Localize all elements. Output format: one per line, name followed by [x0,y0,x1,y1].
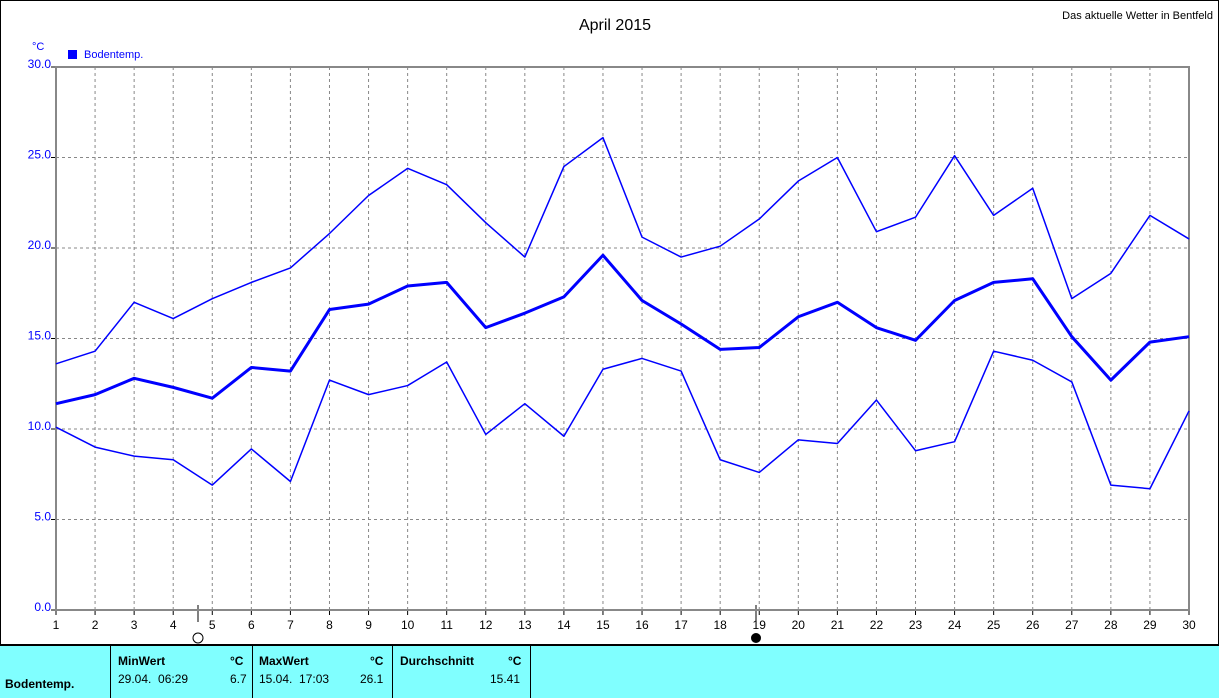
x-tick-label: 4 [170,618,177,632]
column-header: MinWert [118,654,166,668]
summary-table: Bodentemp. MinWert °C 29.04. 06:29 6.7 M… [0,645,1219,698]
x-tick-label: 8 [326,618,333,632]
series-line [55,253,1190,406]
x-tick-label: 27 [1065,618,1079,632]
x-tick-label: 12 [479,618,493,632]
x-tick-label: 6 [248,618,255,632]
column-separator [530,646,531,698]
y-tick-label: 5.0 [34,510,51,524]
y-tick-label: 15.0 [28,329,52,343]
chart-subtitle: Das aktuelle Wetter in Bentfeld [1062,10,1213,22]
cell-time: 15.04. 17:03 [259,672,330,686]
full-moon-icon [751,633,761,643]
x-tick-label: 17 [674,618,688,632]
new-moon-icon [192,632,204,644]
x-tick-label: 29 [1143,618,1157,632]
y-tick-label: 20.0 [28,238,52,252]
frame [0,0,1219,645]
x-tick-label: 13 [518,618,532,632]
y-axis-label: °C [32,41,44,53]
chart: April 2015 Das aktuelle Wetter in Bentfe… [0,0,1219,645]
legend-swatch [68,50,77,59]
column-header: MaxWert [259,654,309,668]
series-line [55,350,1190,490]
x-tick-label: 30 [1182,618,1196,632]
column-separator [252,646,253,698]
x-tick-label: 2 [92,618,99,632]
x-tick-label: 14 [557,618,571,632]
legend-label: Bodentemp. [84,49,143,61]
x-tick-label: 19 [753,618,767,632]
cell-time: 29.04. 06:29 [118,672,189,686]
series-line [55,136,1190,365]
x-tick-label: 7 [287,618,294,632]
x-tick-label: 26 [1026,618,1040,632]
column-unit: °C [230,654,244,668]
cell-value: 6.7 [230,672,247,686]
x-tick-label: 21 [831,618,845,632]
x-tick-label: 3 [131,618,138,632]
x-tick-label: 22 [870,618,884,632]
y-tick-label: 30.0 [28,57,52,71]
column-unit: °C [508,654,522,668]
column-separator [110,646,111,698]
x-tick-label: 20 [792,618,806,632]
y-tick-label: 0.0 [34,600,51,614]
x-tick-label: 25 [987,618,1001,632]
y-tick-label: 25.0 [28,148,52,162]
chart-title: April 2015 [579,17,651,34]
plot-border [55,66,1190,611]
x-tick-label: 28 [1104,618,1118,632]
x-tick-label: 16 [635,618,649,632]
x-tick-label: 18 [713,618,727,632]
x-tick-label: 9 [365,618,372,632]
x-tick-label: 10 [401,618,415,632]
x-tick-label: 15 [596,618,610,632]
cell-value: 15.41 [490,672,521,686]
column-unit: °C [370,654,384,668]
y-tick-label: 10.0 [28,419,52,433]
column-separator [392,646,393,698]
x-tick-label: 5 [209,618,216,632]
x-tick-label: 11 [440,618,453,632]
row-label: Bodentemp. [5,677,75,691]
x-tick-label: 24 [948,618,962,632]
x-tick-label: 23 [909,618,923,632]
cell-value: 26.1 [360,672,384,686]
x-tick-label: 1 [53,618,60,632]
column-header: Durchschnitt [400,654,475,668]
